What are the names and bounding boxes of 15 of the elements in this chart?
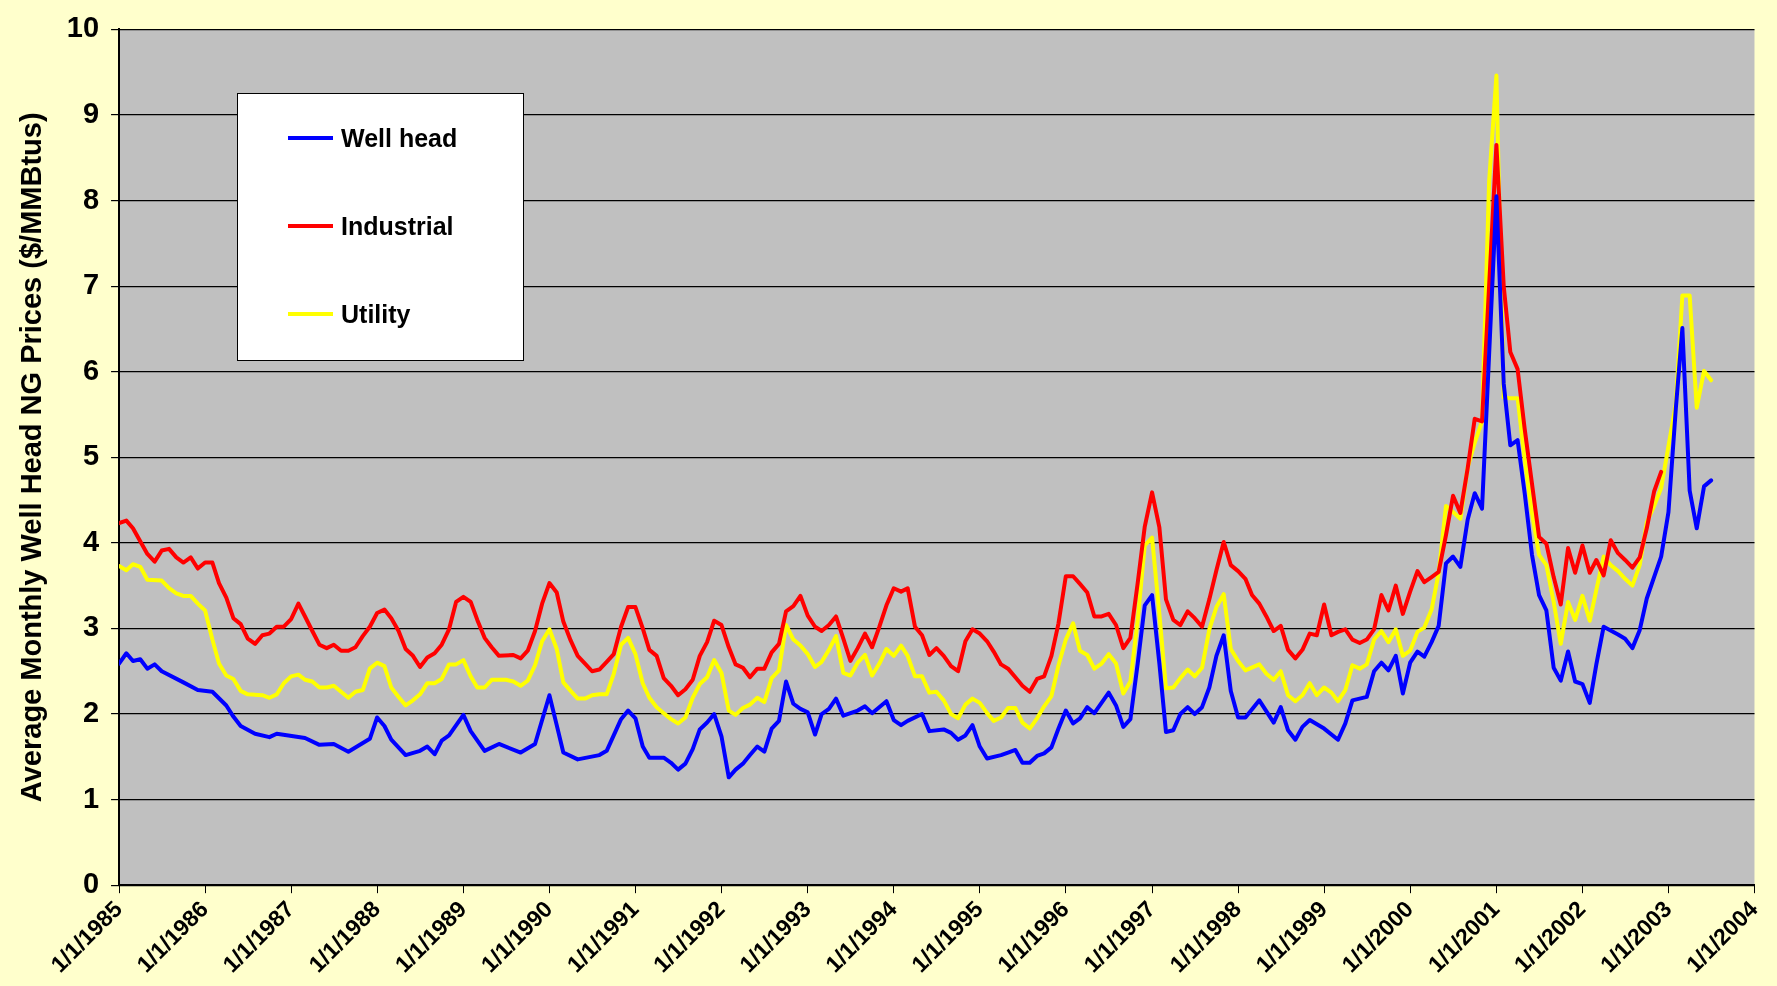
y-tick-label: 0 <box>82 867 100 900</box>
legend-label: Well head <box>341 123 458 153</box>
y-tick-label: 9 <box>82 96 100 129</box>
legend-label: Industrial <box>341 211 454 241</box>
y-tick-label: 3 <box>82 610 100 643</box>
y-tick-label: 1 <box>82 781 100 814</box>
y-tick-label: 5 <box>82 439 100 472</box>
y-tick-label: 4 <box>82 524 100 557</box>
y-tick-label: 2 <box>82 696 100 729</box>
y-axis-title: Average Monthly Well Head NG Prices ($/MMBtus) <box>15 112 48 803</box>
legend-label: Utility <box>341 299 411 329</box>
y-tick-label: 10 <box>66 11 100 44</box>
y-tick-label: 7 <box>82 268 100 301</box>
y-tick-label: 6 <box>82 353 100 386</box>
y-tick-label: 8 <box>82 182 100 215</box>
